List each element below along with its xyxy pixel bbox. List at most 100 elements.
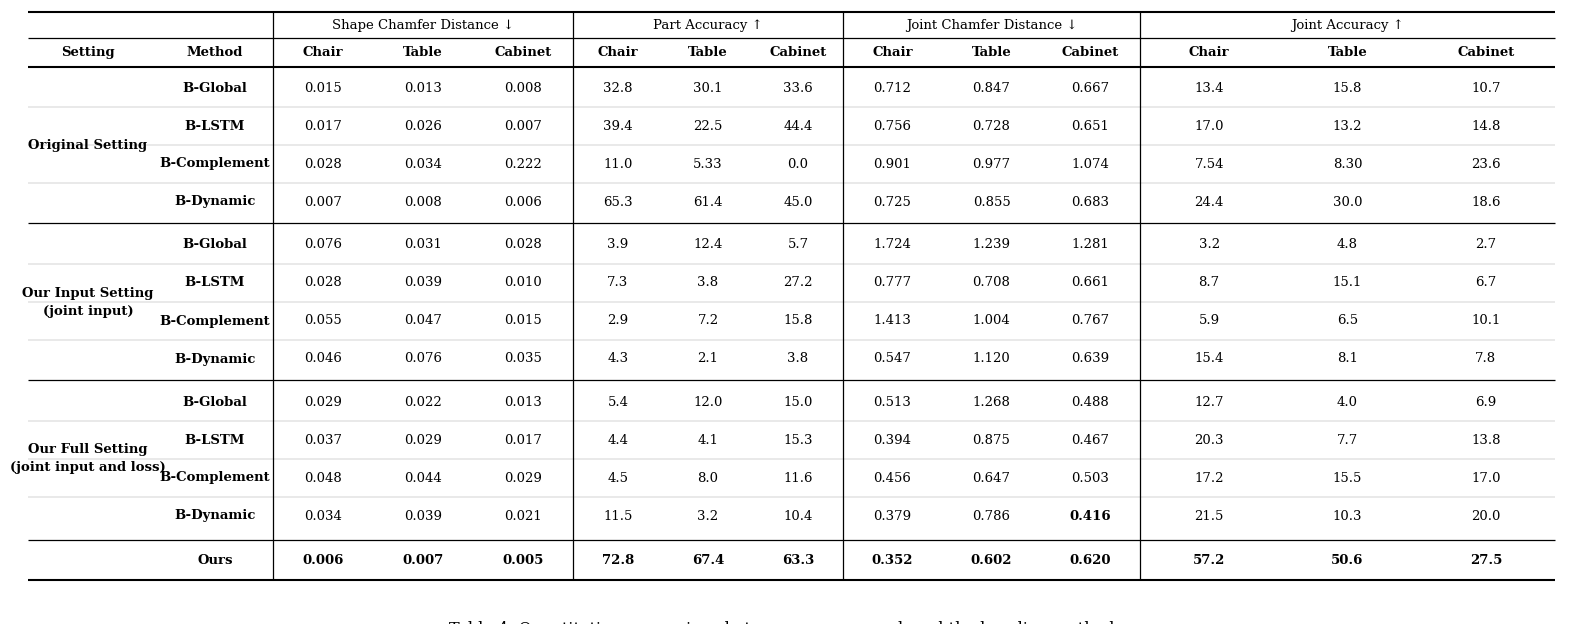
Text: 0.035: 0.035 <box>505 353 542 366</box>
Text: 0.013: 0.013 <box>404 82 442 94</box>
Text: 11.5: 11.5 <box>604 510 632 522</box>
Text: 0.005: 0.005 <box>503 555 544 567</box>
Text: Method: Method <box>186 46 243 59</box>
Text: B-Dynamic: B-Dynamic <box>175 510 255 522</box>
Text: Chair: Chair <box>598 46 639 59</box>
Text: 15.3: 15.3 <box>784 434 812 447</box>
Text: 7.2: 7.2 <box>697 314 719 328</box>
Text: 8.30: 8.30 <box>1333 157 1363 170</box>
Text: 7.54: 7.54 <box>1194 157 1224 170</box>
Text: 0.683: 0.683 <box>1071 195 1110 208</box>
Text: 6.5: 6.5 <box>1337 314 1358 328</box>
Text: 0.222: 0.222 <box>505 157 542 170</box>
Text: 10.1: 10.1 <box>1471 314 1501 328</box>
Text: 0.007: 0.007 <box>304 195 342 208</box>
Text: 10.3: 10.3 <box>1333 510 1363 522</box>
Text: 1.413: 1.413 <box>874 314 912 328</box>
Text: Our Full Setting: Our Full Setting <box>28 444 148 457</box>
Text: 0.031: 0.031 <box>404 238 442 251</box>
Text: 0.013: 0.013 <box>505 396 542 409</box>
Text: 0.0: 0.0 <box>787 157 809 170</box>
Text: 3.9: 3.9 <box>607 238 629 251</box>
Text: B-Dynamic: B-Dynamic <box>175 353 255 366</box>
Text: 17.2: 17.2 <box>1194 472 1224 484</box>
Text: (joint input): (joint input) <box>43 305 134 318</box>
Text: 1.004: 1.004 <box>973 314 1011 328</box>
Text: 0.029: 0.029 <box>404 434 442 447</box>
Text: 4.0: 4.0 <box>1337 396 1358 409</box>
Text: 5.33: 5.33 <box>694 157 722 170</box>
Text: 65.3: 65.3 <box>602 195 632 208</box>
Text: 17.0: 17.0 <box>1194 120 1224 132</box>
Text: 67.4: 67.4 <box>692 555 724 567</box>
Text: B-Dynamic: B-Dynamic <box>175 195 255 208</box>
Text: 8.1: 8.1 <box>1337 353 1358 366</box>
Text: Setting: Setting <box>62 46 115 59</box>
Text: 0.028: 0.028 <box>304 276 342 290</box>
Text: 0.651: 0.651 <box>1071 120 1110 132</box>
Text: 15.4: 15.4 <box>1194 353 1224 366</box>
Text: 0.076: 0.076 <box>404 353 442 366</box>
Text: 0.026: 0.026 <box>404 120 442 132</box>
Text: 4.3: 4.3 <box>607 353 629 366</box>
Text: B-Global: B-Global <box>183 396 248 409</box>
Text: 13.8: 13.8 <box>1471 434 1501 447</box>
Text: 1.268: 1.268 <box>973 396 1011 409</box>
Text: Chair: Chair <box>303 46 344 59</box>
Text: 4.8: 4.8 <box>1337 238 1358 251</box>
Text: 0.021: 0.021 <box>505 510 542 522</box>
Text: 7.8: 7.8 <box>1474 353 1497 366</box>
Text: 24.4: 24.4 <box>1194 195 1224 208</box>
Text: 11.0: 11.0 <box>604 157 632 170</box>
Text: 21.5: 21.5 <box>1194 510 1224 522</box>
Text: 1.281: 1.281 <box>1072 238 1109 251</box>
Text: Our Input Setting: Our Input Setting <box>22 286 153 300</box>
Text: 0.047: 0.047 <box>404 314 442 328</box>
Text: 0.728: 0.728 <box>973 120 1011 132</box>
Text: 0.037: 0.037 <box>304 434 342 447</box>
Text: 0.394: 0.394 <box>874 434 912 447</box>
Text: 20.0: 20.0 <box>1471 510 1501 522</box>
Text: 20.3: 20.3 <box>1194 434 1224 447</box>
Text: 0.667: 0.667 <box>1071 82 1110 94</box>
Text: 0.034: 0.034 <box>304 510 342 522</box>
Text: 0.006: 0.006 <box>505 195 542 208</box>
Text: 0.875: 0.875 <box>973 434 1011 447</box>
Text: 0.022: 0.022 <box>404 396 442 409</box>
Text: 5.9: 5.9 <box>1199 314 1219 328</box>
Text: 0.661: 0.661 <box>1071 276 1110 290</box>
Text: 5.7: 5.7 <box>787 238 809 251</box>
Text: 15.1: 15.1 <box>1333 276 1363 290</box>
Text: 0.712: 0.712 <box>874 82 912 94</box>
Text: 0.547: 0.547 <box>874 353 912 366</box>
Text: 0.029: 0.029 <box>304 396 342 409</box>
Text: 0.010: 0.010 <box>505 276 542 290</box>
Text: 3.2: 3.2 <box>697 510 719 522</box>
Text: 0.379: 0.379 <box>874 510 912 522</box>
Text: 2.1: 2.1 <box>697 353 719 366</box>
Text: 18.6: 18.6 <box>1471 195 1501 208</box>
Text: 1.120: 1.120 <box>973 353 1011 366</box>
Text: 7.7: 7.7 <box>1337 434 1358 447</box>
Text: 12.4: 12.4 <box>694 238 722 251</box>
Text: 10.7: 10.7 <box>1471 82 1501 94</box>
Text: B-Complement: B-Complement <box>159 314 270 328</box>
Text: 4.5: 4.5 <box>607 472 629 484</box>
Text: 15.5: 15.5 <box>1333 472 1363 484</box>
Text: 10.4: 10.4 <box>784 510 812 522</box>
Text: Table 4: Quantitative comparison between our approach and the baseline methods.: Table 4: Quantitative comparison between… <box>449 622 1128 624</box>
Text: 0.847: 0.847 <box>973 82 1011 94</box>
Text: 14.8: 14.8 <box>1471 120 1501 132</box>
Text: 15.0: 15.0 <box>784 396 812 409</box>
Text: 0.017: 0.017 <box>505 434 542 447</box>
Text: 22.5: 22.5 <box>694 120 722 132</box>
Text: 0.029: 0.029 <box>505 472 542 484</box>
Text: 3.8: 3.8 <box>697 276 719 290</box>
Text: 0.777: 0.777 <box>874 276 912 290</box>
Text: 63.3: 63.3 <box>782 555 814 567</box>
Text: (joint input and loss): (joint input and loss) <box>9 462 166 474</box>
Text: 6.9: 6.9 <box>1474 396 1497 409</box>
Text: 0.076: 0.076 <box>304 238 342 251</box>
Text: 0.007: 0.007 <box>402 555 443 567</box>
Text: B-LSTM: B-LSTM <box>185 120 244 132</box>
